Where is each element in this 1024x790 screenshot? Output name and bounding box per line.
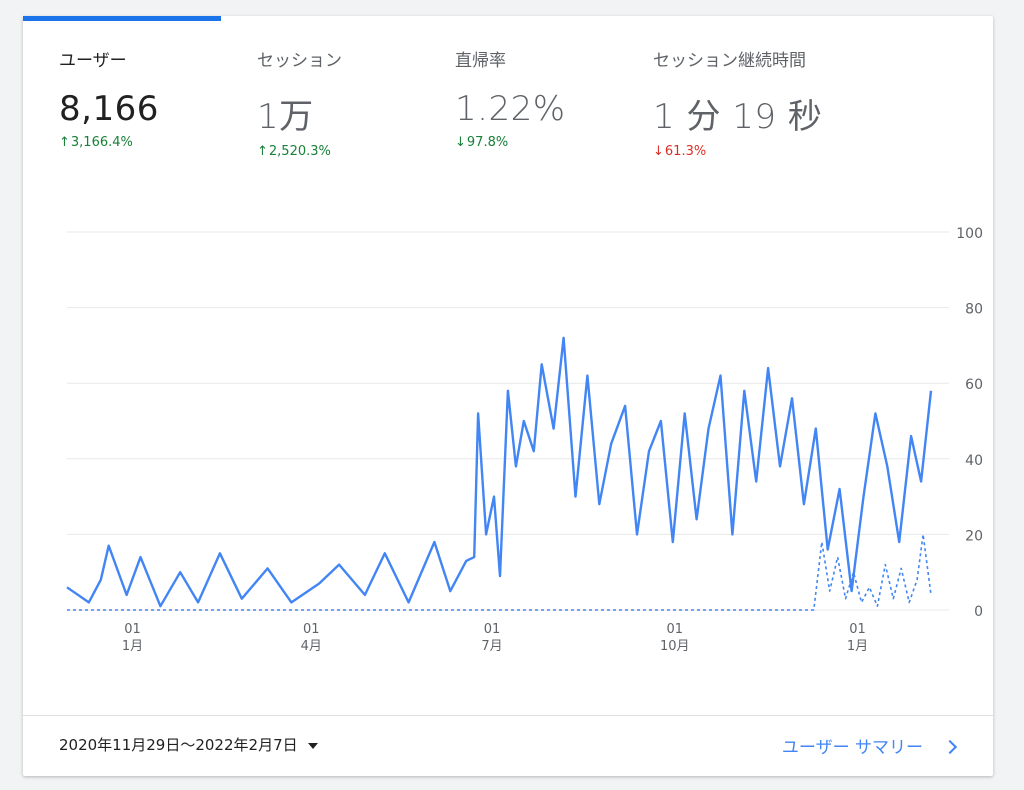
metric-change: ↓61.3% [653, 144, 822, 159]
date-range-label: 2020年11月29日〜2022年2月7日 [59, 736, 298, 754]
metric-value: 1 分 19 秒 [653, 97, 823, 137]
metric-label: セッション [257, 51, 342, 71]
x-tick-month-label: 1月 [122, 639, 143, 654]
metric-change-value: 97.8% [466, 135, 509, 150]
x-tick-day-label: 01 [484, 622, 501, 637]
card-footer: 2020年11月29日〜2022年2月7日 ユーザー サマリー [23, 715, 993, 776]
arrow-up-icon: ↑ [257, 144, 268, 159]
x-tick-month-label: 7月 [481, 639, 502, 654]
metric-change-value: 2,520.3% [268, 144, 331, 159]
metric-change-value: 61.3% [664, 144, 707, 159]
metric-tab-sessions[interactable]: セッション 1万 ↑2,520.3% [257, 46, 342, 159]
metric-label: 直帰率 [455, 51, 506, 71]
metric-change: ↑3,166.4% [59, 135, 159, 150]
x-tick-month-label: 4月 [301, 639, 322, 654]
y-tick-label: 20 [965, 528, 983, 544]
metric-value: 1万 [257, 97, 314, 137]
user-summary-label: ユーザー サマリー [781, 738, 923, 758]
metric-label: ユーザー [59, 51, 127, 71]
y-tick-label: 100 [956, 226, 983, 242]
metric-value: 1.22% [455, 89, 566, 129]
metric-tab-bounce-rate[interactable]: 直帰率 1.22% ↓97.8% [455, 46, 566, 150]
arrow-down-icon: ↓ [653, 144, 664, 159]
x-tick-day-label: 01 [124, 622, 141, 637]
chevron-right-icon [942, 739, 958, 755]
users-series-line [66, 336, 933, 608]
metric-tab-session-duration[interactable]: セッション継続時間 1 分 19 秒 ↓61.3% [653, 46, 822, 159]
y-tick-label: 0 [974, 604, 983, 620]
arrow-up-icon: ↑ [59, 135, 70, 150]
x-tick-day-label: 01 [303, 622, 320, 637]
x-tick-day-label: 01 [849, 622, 866, 637]
overview-card: ユーザー 8,166 ↑3,166.4% セッション 1万 ↑2,520.3% … [23, 16, 993, 776]
metric-change-value: 3,166.4% [70, 135, 133, 150]
x-tick-day-label: 01 [667, 622, 684, 637]
metric-label: セッション継続時間 [653, 51, 806, 71]
user-summary-link[interactable]: ユーザー サマリー [781, 733, 958, 758]
arrow-down-icon: ↓ [455, 135, 466, 150]
x-tick-month-label: 10月 [660, 639, 690, 654]
metric-value: 8,166 [59, 89, 159, 129]
metric-change: ↓97.8% [455, 135, 566, 150]
metric-change: ↑2,520.3% [257, 144, 342, 159]
x-tick-month-label: 1月 [847, 639, 868, 654]
users-line-chart: 0 20 40 60 80 100 01 1月 01 4月 01 7月 01 10月 01 1月 [66, 226, 983, 654]
y-tick-label: 80 [965, 302, 983, 318]
metric-tab-users[interactable]: ユーザー 8,166 ↑3,166.4% [59, 46, 159, 150]
active-tab-indicator [23, 16, 221, 21]
date-range-selector[interactable]: 2020年11月29日〜2022年2月7日 [59, 734, 318, 755]
y-tick-label: 60 [965, 377, 983, 393]
y-tick-label: 40 [965, 453, 983, 469]
caret-down-icon [307, 742, 318, 749]
comparison-series-line [67, 533, 932, 611]
